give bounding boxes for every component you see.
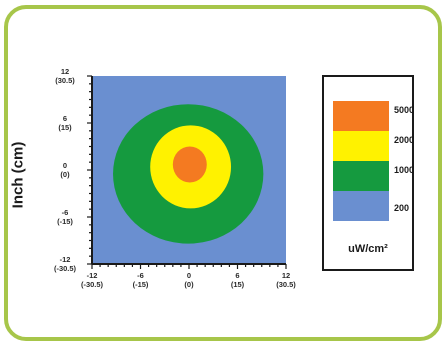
y-tick-label-value: 0 — [62, 161, 68, 170]
x-tick-label-cm: (-30.5) — [80, 280, 104, 289]
y-tick-label-value: -12 — [59, 255, 71, 264]
y-tick-label: 6 (15) — [46, 114, 84, 132]
x-tick-label-value: 12 — [281, 271, 291, 280]
y-tick-label-cm: (0) — [60, 170, 70, 179]
x-tick-label-cm: (0) — [184, 280, 194, 289]
x-tick-label-value: 0 — [186, 271, 192, 280]
y-tick-label-cm: (-15) — [57, 217, 73, 226]
legend-swatch-1000 — [333, 161, 389, 191]
y-tick-label-value: 12 — [60, 67, 70, 76]
x-tick-label: 0 (0) — [169, 271, 209, 289]
legend-label-1000: 1000 — [394, 165, 415, 175]
x-tick-label-value: -12 — [86, 271, 98, 280]
x-tick-label: 12 (30.5) — [266, 271, 306, 289]
legend-swatch-5000 — [333, 101, 389, 131]
y-tick-label-cm: (30.5) — [55, 76, 75, 85]
legend-label-2000: 2000 — [394, 135, 415, 145]
x-tick-label-cm: (-15) — [132, 280, 149, 289]
y-tick-label: -6 (-15) — [46, 208, 84, 226]
y-tick-label: 12 (30.5) — [46, 67, 84, 85]
y-tick-label-value: -6 — [61, 208, 69, 217]
x-tick-label-value: 6 — [235, 271, 240, 280]
heatmap-contour-5000 — [172, 146, 207, 183]
y-tick-label: 0 (0) — [46, 161, 84, 179]
color-legend: uW/cm² 5000 2000 1000 200 — [322, 75, 414, 271]
legend-unit: uW/cm² — [348, 243, 388, 255]
x-tick-label-value: -6 — [137, 271, 144, 280]
legend-swatch-200 — [333, 191, 389, 221]
x-tick-label: -12 (-30.5) — [72, 271, 112, 289]
y-tick-label: -12 (-30.5) — [46, 255, 84, 273]
x-tick-label-cm: (15) — [230, 280, 245, 289]
y-tick-label-cm: (-30.5) — [53, 264, 77, 273]
x-tick-label-cm: (30.5) — [276, 280, 296, 289]
legend-label-200: 200 — [394, 203, 410, 213]
x-tick-label: -6 (-15) — [121, 271, 161, 289]
y-tick-label-value: 6 — [62, 114, 68, 123]
legend-label-5000: 5000 — [394, 105, 415, 115]
y-tick-label-cm: (15) — [58, 123, 72, 132]
legend-swatch-2000 — [333, 131, 389, 161]
x-tick-label: 6 (15) — [218, 271, 258, 289]
